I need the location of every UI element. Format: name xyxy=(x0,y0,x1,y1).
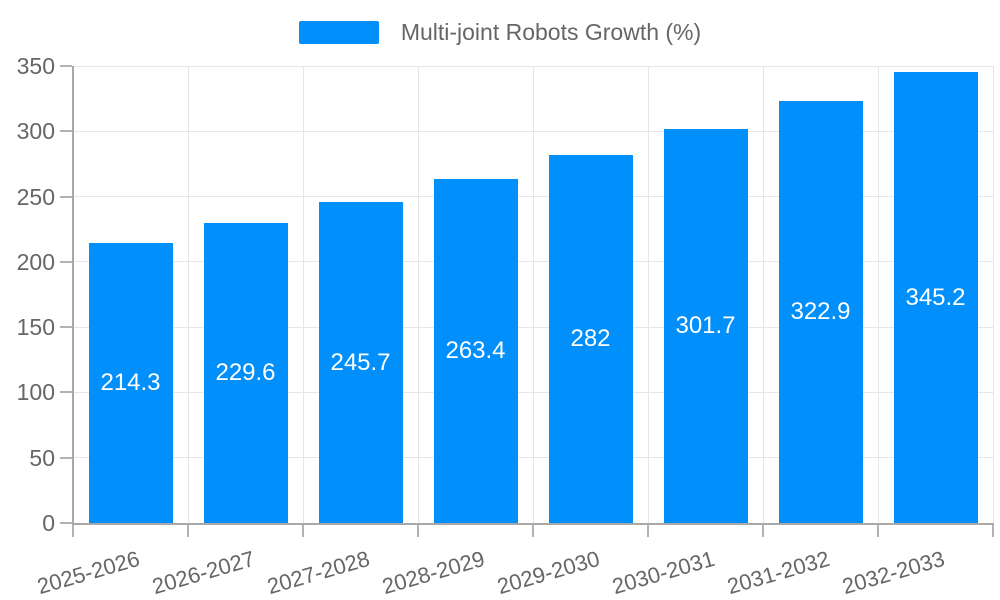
y-tick-label: 350 xyxy=(16,53,55,79)
y-tick xyxy=(60,391,72,394)
x-tick xyxy=(417,523,419,537)
y-tick xyxy=(60,65,72,67)
legend-item[interactable]: Multi-joint Robots Growth (%) xyxy=(0,14,1000,50)
bar-value-label: 263.4 xyxy=(445,337,506,365)
v-gridline xyxy=(417,66,419,523)
legend-label: Multi-joint Robots Growth (%) xyxy=(400,18,702,45)
bar xyxy=(433,179,518,523)
x-tick-label: 2030-2031 xyxy=(609,545,718,599)
y-tick xyxy=(60,195,72,198)
bar-value-label: 229.6 xyxy=(215,359,276,387)
bar-value-label: 282 xyxy=(570,324,611,352)
x-tick-label: 2031-2032 xyxy=(724,545,833,599)
y-tick xyxy=(60,522,72,524)
x-tick xyxy=(992,523,994,537)
y-tick-label: 150 xyxy=(16,314,55,341)
x-tick-label: 2025-2026 xyxy=(34,545,143,599)
bar xyxy=(778,101,863,523)
y-tick xyxy=(60,456,72,459)
y-tick-label: 250 xyxy=(16,183,55,210)
bar-value-label: 301.7 xyxy=(675,312,736,340)
v-gridline xyxy=(762,66,764,523)
legend-swatch xyxy=(298,20,379,44)
y-tick xyxy=(60,130,72,133)
x-tick-label: 2028-2029 xyxy=(379,545,488,599)
y-tick xyxy=(60,260,72,263)
bar xyxy=(88,243,173,523)
x-tick-label: 2027-2028 xyxy=(264,545,373,599)
v-gridline xyxy=(992,66,994,523)
y-tick-label: 0 xyxy=(42,510,55,536)
bar xyxy=(548,154,633,523)
bar-value-label: 245.7 xyxy=(330,348,391,376)
x-tick xyxy=(762,523,764,537)
x-tick xyxy=(302,523,304,537)
x-tick xyxy=(187,523,189,537)
y-tick-label: 100 xyxy=(16,379,55,406)
y-tick xyxy=(60,326,72,329)
bar-value-label: 322.9 xyxy=(790,298,851,326)
v-gridline xyxy=(877,66,879,523)
v-gridline xyxy=(647,66,649,523)
x-axis-line xyxy=(72,523,994,525)
y-tick-label: 200 xyxy=(16,248,55,275)
bar xyxy=(203,223,288,523)
x-tick-label: 2029-2030 xyxy=(494,545,603,599)
v-gridline xyxy=(187,66,189,523)
x-tick xyxy=(877,523,879,537)
x-tick xyxy=(72,523,74,537)
x-tick xyxy=(647,523,649,537)
bar-value-label: 214.3 xyxy=(100,369,161,397)
y-tick-label: 300 xyxy=(16,118,55,145)
v-gridline xyxy=(302,66,304,523)
x-tick-label: 2026-2027 xyxy=(149,545,258,599)
y-tick-label: 50 xyxy=(29,444,55,471)
v-gridline xyxy=(532,66,534,523)
bar xyxy=(663,129,748,523)
bar xyxy=(318,202,403,523)
x-tick-label: 2032-2033 xyxy=(839,545,948,599)
bar-value-label: 345.2 xyxy=(905,283,966,311)
x-tick xyxy=(532,523,534,537)
bar xyxy=(893,72,978,523)
y-axis-line xyxy=(72,66,74,523)
